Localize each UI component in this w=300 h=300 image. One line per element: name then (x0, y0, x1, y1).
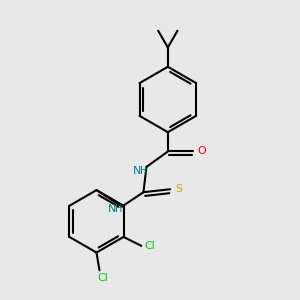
Text: O: O (197, 146, 206, 157)
Text: H: H (115, 204, 122, 214)
Text: Cl: Cl (145, 241, 156, 251)
Text: H: H (140, 166, 147, 176)
Text: N: N (107, 204, 116, 214)
Text: S: S (175, 184, 182, 194)
Text: Cl: Cl (97, 273, 108, 283)
Text: N: N (132, 166, 141, 176)
